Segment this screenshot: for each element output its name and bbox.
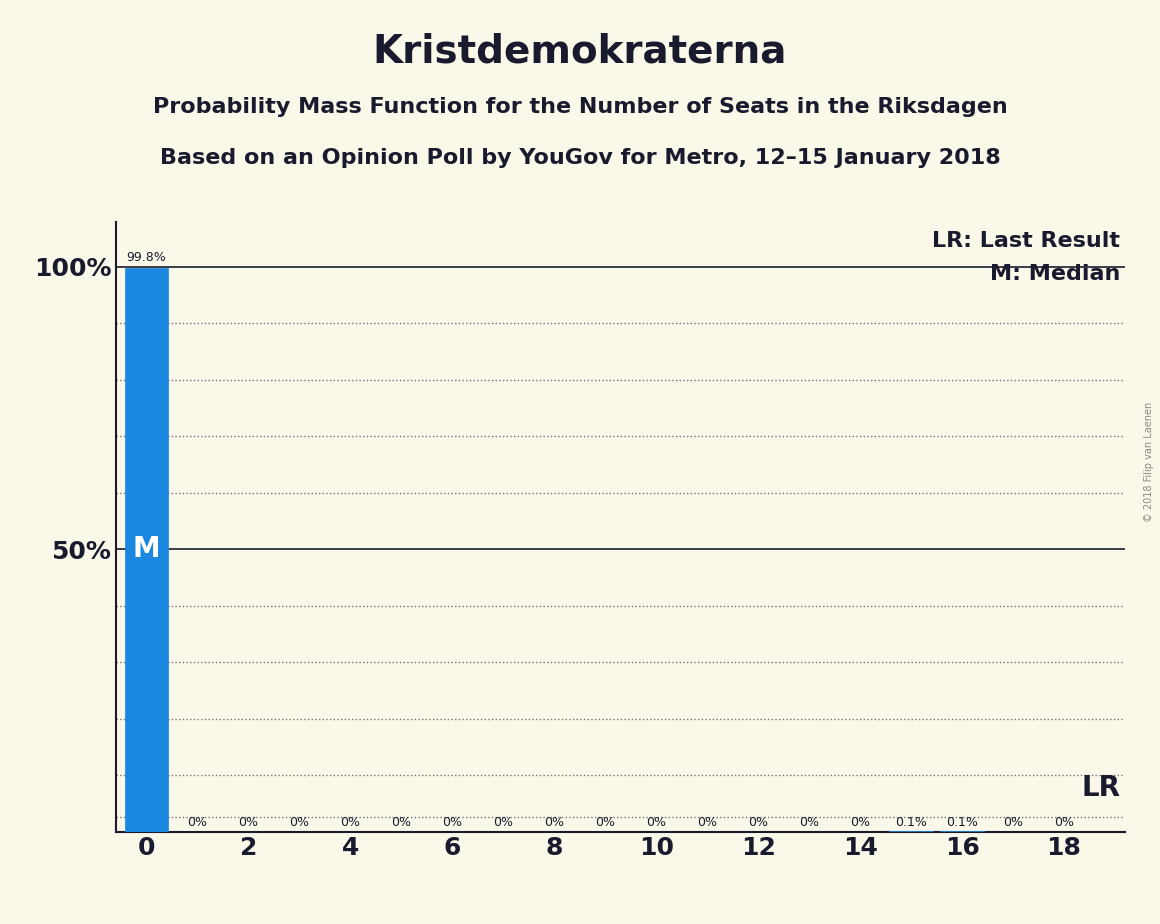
Text: 0%: 0% — [442, 816, 463, 829]
Text: M: Median: M: Median — [989, 264, 1121, 285]
Text: 0%: 0% — [1054, 816, 1074, 829]
Text: 0%: 0% — [799, 816, 819, 829]
Text: 0%: 0% — [290, 816, 310, 829]
Text: 0%: 0% — [1003, 816, 1023, 829]
Text: LR: LR — [1081, 773, 1121, 802]
Text: 0%: 0% — [341, 816, 361, 829]
Text: 0%: 0% — [544, 816, 564, 829]
Text: 0%: 0% — [595, 816, 615, 829]
Text: M: M — [132, 535, 160, 564]
Text: LR: Last Result: LR: Last Result — [933, 231, 1121, 251]
Text: 0%: 0% — [697, 816, 717, 829]
Text: Kristdemokraterna: Kristdemokraterna — [372, 32, 788, 70]
Text: 0%: 0% — [493, 816, 514, 829]
Text: Based on an Opinion Poll by YouGov for Metro, 12–15 January 2018: Based on an Opinion Poll by YouGov for M… — [160, 148, 1000, 168]
Text: 0%: 0% — [239, 816, 259, 829]
Text: 0%: 0% — [748, 816, 768, 829]
Text: 0%: 0% — [391, 816, 412, 829]
Text: Probability Mass Function for the Number of Seats in the Riksdagen: Probability Mass Function for the Number… — [153, 97, 1007, 117]
Text: 0%: 0% — [850, 816, 870, 829]
Text: 99.8%: 99.8% — [126, 250, 166, 263]
Text: 0.1%: 0.1% — [947, 816, 978, 829]
Bar — [125, 268, 168, 832]
Text: 0%: 0% — [188, 816, 208, 829]
Text: © 2018 Filip van Laenen: © 2018 Filip van Laenen — [1144, 402, 1154, 522]
Text: 0.1%: 0.1% — [896, 816, 927, 829]
Text: 0%: 0% — [646, 816, 666, 829]
